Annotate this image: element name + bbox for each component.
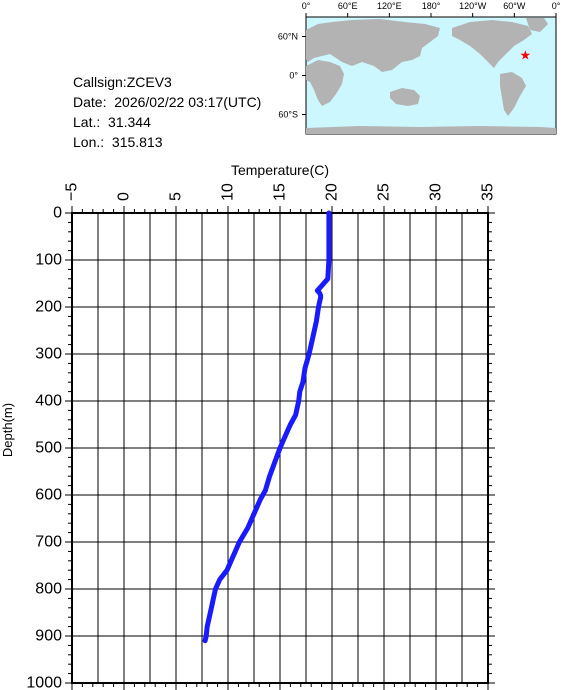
y-tick-label: 1000 bbox=[26, 675, 62, 690]
x-tick-label: 35 bbox=[480, 183, 497, 201]
africa-land bbox=[306, 60, 344, 106]
x-axis-label: Temperature(C) bbox=[231, 162, 329, 178]
y-tick-label: 0 bbox=[53, 205, 62, 222]
x-tick-label: −5 bbox=[64, 183, 81, 201]
lon-row: Lon.: 315.813 bbox=[73, 132, 261, 152]
lon-value: 315.813 bbox=[111, 134, 163, 150]
lat-value: 31.344 bbox=[108, 114, 151, 130]
y-tick-labels: 0 100 200 300 400 500 600 700 800 900 1000 bbox=[26, 205, 62, 690]
map-lon-label: 60°W bbox=[503, 1, 526, 11]
y-tick-label: 500 bbox=[35, 440, 62, 457]
temperature-profile-line bbox=[202, 210, 332, 644]
x-tick-label: 25 bbox=[376, 183, 393, 201]
y-tick-label: 100 bbox=[35, 252, 62, 269]
callsign-row: Callsign:ZCEV3 bbox=[73, 72, 261, 92]
australia-land bbox=[390, 88, 420, 106]
map-graticule bbox=[302, 13, 557, 115]
y-tick-label: 600 bbox=[35, 487, 62, 504]
date-label: Date: bbox=[73, 94, 107, 110]
map-lon-label: 0° bbox=[552, 1, 561, 11]
x-tick-label: 10 bbox=[220, 183, 237, 201]
x-tick-label: 15 bbox=[272, 183, 289, 201]
y-tick-label: 900 bbox=[35, 628, 62, 645]
y-tick-label: 200 bbox=[35, 299, 62, 316]
y-tick-label: 400 bbox=[35, 393, 62, 410]
map-landmasses bbox=[306, 18, 556, 134]
map-lon-label: 120°E bbox=[377, 1, 402, 11]
antarctica-land bbox=[306, 126, 556, 134]
map-lon-label: 0° bbox=[302, 1, 311, 11]
lat-label: Lat.: bbox=[73, 114, 101, 130]
south-america-land bbox=[500, 72, 526, 116]
x-tick-label: 0 bbox=[116, 192, 133, 201]
eurasia-land bbox=[306, 19, 440, 72]
map-lat-label: 0° bbox=[289, 71, 298, 81]
plot-frame bbox=[71, 212, 489, 684]
station-info: Callsign:ZCEV3 Date: 2026/02/22 03:17(UT… bbox=[73, 72, 261, 152]
map-lon-label: 120°W bbox=[459, 1, 487, 11]
lat-row: Lat.: 31.344 bbox=[73, 112, 261, 132]
callsign-value: ZCEV3 bbox=[126, 74, 172, 90]
map-lat-label: 60°S bbox=[278, 110, 298, 120]
date-value: 2026/02/22 03:17(UTC) bbox=[114, 94, 262, 110]
lon-label: Lon.: bbox=[73, 134, 105, 150]
star-icon: ★ bbox=[519, 48, 531, 63]
map-lat-label: 60°N bbox=[278, 32, 298, 42]
y-tick-label: 700 bbox=[35, 534, 62, 551]
north-america-land bbox=[452, 20, 532, 68]
x-tick-label: 20 bbox=[324, 183, 341, 201]
chart-series bbox=[202, 210, 332, 644]
map-lon-label: 180° bbox=[422, 1, 441, 11]
map-axis-labels: 0° 60°E 120°E 180° 120°W 60°W 0° 60°N 0° 60°S bbox=[278, 1, 561, 120]
x-tick-label: 5 bbox=[168, 192, 185, 201]
greenland-land bbox=[526, 18, 548, 32]
x-tick-labels: −5 0 5 10 15 20 25 30 35 bbox=[64, 183, 497, 201]
y-tick-label: 300 bbox=[35, 346, 62, 363]
callsign-label: Callsign: bbox=[73, 74, 127, 90]
x-tick-label: 30 bbox=[428, 183, 445, 201]
y-tick-label: 800 bbox=[35, 581, 62, 598]
map-lon-label: 60°E bbox=[338, 1, 358, 11]
date-row: Date: 2026/02/22 03:17(UTC) bbox=[73, 92, 261, 112]
world-map: 0° 60°E 120°E 180° 120°W 60°W 0° 60°N 0° 60°S ★ bbox=[278, 1, 561, 135]
y-axis-label: Depth(m) bbox=[0, 403, 15, 457]
